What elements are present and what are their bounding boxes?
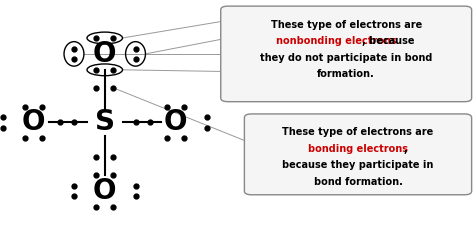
Text: O: O — [164, 109, 188, 136]
FancyBboxPatch shape — [221, 6, 472, 102]
Text: bonding electrons: bonding electrons — [308, 144, 408, 154]
Text: O: O — [93, 40, 117, 68]
FancyBboxPatch shape — [245, 114, 472, 195]
Text: ,: , — [403, 144, 407, 154]
Text: O: O — [93, 177, 117, 205]
Text: These type of electrons are: These type of electrons are — [271, 20, 422, 30]
Text: they do not participate in bond: they do not participate in bond — [260, 53, 432, 63]
Text: nonbonding electrons: nonbonding electrons — [276, 36, 397, 46]
Text: , because: , because — [362, 36, 415, 46]
Text: O: O — [22, 109, 46, 136]
Text: formation.: formation. — [317, 69, 375, 79]
Text: These type of electrons are: These type of electrons are — [283, 127, 434, 137]
Text: S: S — [95, 109, 115, 136]
Text: bond formation.: bond formation. — [314, 177, 402, 187]
Text: because they participate in: because they participate in — [283, 160, 434, 171]
